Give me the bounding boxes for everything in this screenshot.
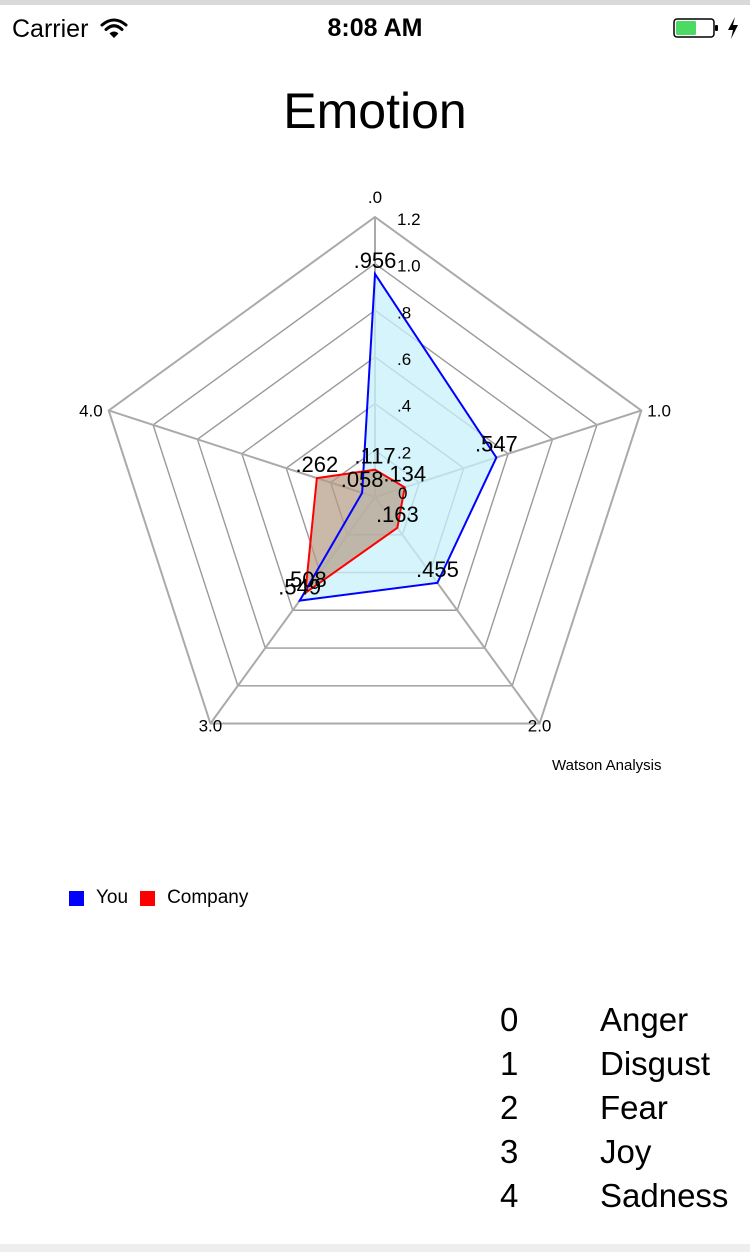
key-row: 1 Disgust xyxy=(500,1044,728,1088)
key-number: 4 xyxy=(500,1177,519,1214)
axis-label: 2.0 xyxy=(528,717,552,736)
status-bar: Carrier 8:08 AM xyxy=(0,0,750,56)
key-number: 2 xyxy=(500,1089,519,1126)
data-label: .549 xyxy=(278,575,321,600)
chart-title: Emotion xyxy=(283,83,467,139)
grid-ring xyxy=(152,262,598,687)
radial-tick-label: 1.2 xyxy=(397,210,421,229)
grid-ring xyxy=(107,215,643,725)
emotion-key-table: 0 Anger 1 Disgust 2 Fear 3 Joy 4 Sadness xyxy=(500,1000,728,1220)
status-top-divider xyxy=(0,0,750,5)
data-label: .547 xyxy=(475,432,518,457)
axis-label: .0 xyxy=(368,188,382,207)
radial-tick-label: .8 xyxy=(397,303,411,322)
clock: 8:08 AM xyxy=(327,14,423,42)
axis-label: 3.0 xyxy=(199,717,223,736)
key-row: 2 Fear xyxy=(500,1088,728,1132)
grid-ring xyxy=(196,309,554,649)
series-line-company xyxy=(304,468,406,595)
series-area-company xyxy=(305,469,405,593)
key-label: Sadness xyxy=(600,1177,729,1214)
legend-label-you: You xyxy=(96,887,129,908)
key-number: 0 xyxy=(500,1001,519,1038)
data-label: .058 xyxy=(341,467,384,492)
wifi-icon xyxy=(100,18,128,38)
key-row: 3 Joy xyxy=(500,1132,728,1176)
chart-legend: You Company xyxy=(69,887,260,909)
data-label: .134 xyxy=(383,461,426,486)
data-label: .508 xyxy=(284,567,327,592)
key-label: Fear xyxy=(600,1089,668,1126)
carrier-label: Carrier xyxy=(12,15,89,43)
battery-icon xyxy=(673,18,718,38)
key-label: Joy xyxy=(600,1133,652,1170)
key-number: 1 xyxy=(500,1045,519,1082)
axis-label: 4.0 xyxy=(79,401,103,420)
legend-swatch-you xyxy=(69,890,84,906)
radial-tick-zero: 0 xyxy=(398,484,407,503)
key-number: 3 xyxy=(500,1133,519,1170)
key-label: Disgust xyxy=(600,1045,711,1082)
radar-chart: .2 .4 .6 .8 1.0 1.2 0 .0 1.0 2.0 3.0 4.0 .956 .547 .45… xyxy=(79,188,671,736)
bottom-divider xyxy=(0,1244,750,1252)
data-label: .163 xyxy=(376,502,419,527)
data-label: .455 xyxy=(416,557,459,582)
series-line-you xyxy=(297,270,498,602)
key-label: Anger xyxy=(600,1001,689,1038)
chart-description: Watson Analysis xyxy=(552,757,662,774)
legend-swatch-company xyxy=(140,890,156,906)
radial-tick-label: .6 xyxy=(397,350,411,369)
axis-label: 1.0 xyxy=(647,401,671,420)
radial-tick-label: .4 xyxy=(397,397,411,416)
legend-label-company: Company xyxy=(167,887,249,908)
charging-bolt-icon xyxy=(728,17,738,39)
radial-tick-label: .2 xyxy=(397,443,411,462)
radial-tick-label: 1.0 xyxy=(397,257,421,276)
data-label: .262 xyxy=(295,452,338,477)
data-label: .956 xyxy=(354,248,397,273)
key-row: 4 Sadness xyxy=(500,1176,728,1220)
legend-item-company: Company xyxy=(140,887,248,909)
legend-item-you: You xyxy=(69,887,128,909)
data-label: .117 xyxy=(354,444,395,469)
key-row: 0 Anger xyxy=(500,1000,728,1044)
grid-ring xyxy=(241,356,509,611)
